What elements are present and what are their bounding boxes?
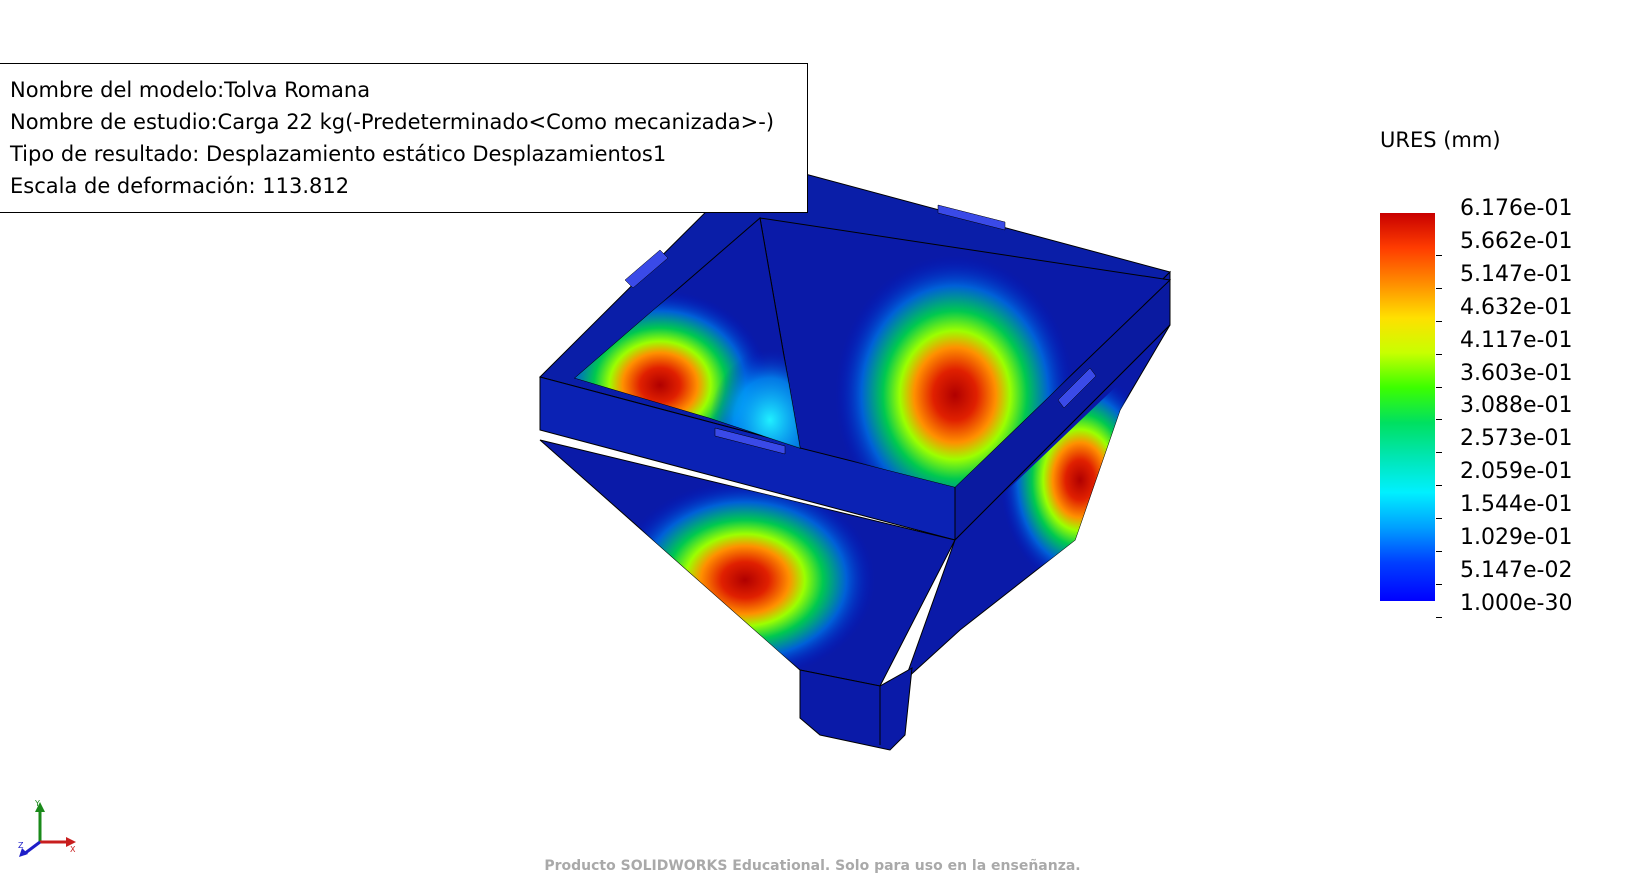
- legend-tick: [1436, 254, 1442, 256]
- legend-tick: [1436, 583, 1442, 585]
- legend-tick: [1436, 485, 1442, 487]
- legend-color-bar[interactable]: [1380, 213, 1435, 601]
- legend-tick: [1436, 551, 1442, 552]
- legend-label: 3.603e-01: [1460, 360, 1573, 386]
- legend-tick: [1436, 518, 1442, 520]
- deformation-scale-text: Escala de deformación: 113.812: [10, 174, 350, 198]
- mount-tab: [937, 204, 1006, 231]
- axis-triad-icon[interactable]: Y X Z: [18, 800, 78, 860]
- legend-tick: [1436, 616, 1442, 618]
- legend-tick: [1436, 353, 1442, 355]
- model-name-text: Nombre del modelo:Tolva Romana: [10, 78, 371, 102]
- legend-title: URES (mm): [1380, 128, 1501, 152]
- hopper-outlet: [799, 667, 913, 751]
- legend-label: 1.029e-01: [1460, 525, 1573, 550]
- legend-label: 4.117e-01: [1460, 327, 1573, 353]
- result-type-text: Tipo de resultado: Desplazamiento estáti…: [10, 142, 667, 166]
- study-info-box: Nombre del modelo:Tolva Romana Nombre de…: [0, 63, 808, 213]
- legend-tick: [1436, 419, 1442, 421]
- legend-label: 6.176e-01: [1460, 196, 1573, 221]
- mount-tab: [714, 427, 786, 455]
- legend-label: 2.059e-01: [1460, 459, 1573, 485]
- legend-label: 1.000e-30: [1460, 590, 1573, 616]
- study-name-text: Nombre de estudio:Carga 22 kg(-Predeterm…: [10, 110, 775, 134]
- legend-label: 5.662e-01: [1460, 228, 1573, 254]
- legend-tick: [1436, 386, 1442, 388]
- legend-label: 5.147e-01: [1460, 261, 1573, 287]
- axis-x-label: X: [70, 845, 76, 854]
- legend-tick: [1436, 287, 1442, 289]
- legend-tick: [1436, 320, 1442, 322]
- legend-label: 2.573e-01: [1460, 426, 1573, 452]
- legend-label: 1.544e-01: [1460, 492, 1573, 518]
- legend-label: 3.088e-01: [1460, 393, 1573, 419]
- mount-tab: [1057, 367, 1097, 409]
- legend-tick: [1436, 452, 1442, 454]
- legend-label: 5.147e-02: [1460, 557, 1573, 583]
- mount-tab: [624, 249, 669, 289]
- watermark-text: Producto SOLIDWORKS Educational. Solo pa…: [544, 858, 1081, 874]
- axis-y-label: Y: [34, 800, 40, 808]
- legend-label: 4.632e-01: [1460, 294, 1573, 320]
- axis-z-label: Z: [18, 841, 24, 850]
